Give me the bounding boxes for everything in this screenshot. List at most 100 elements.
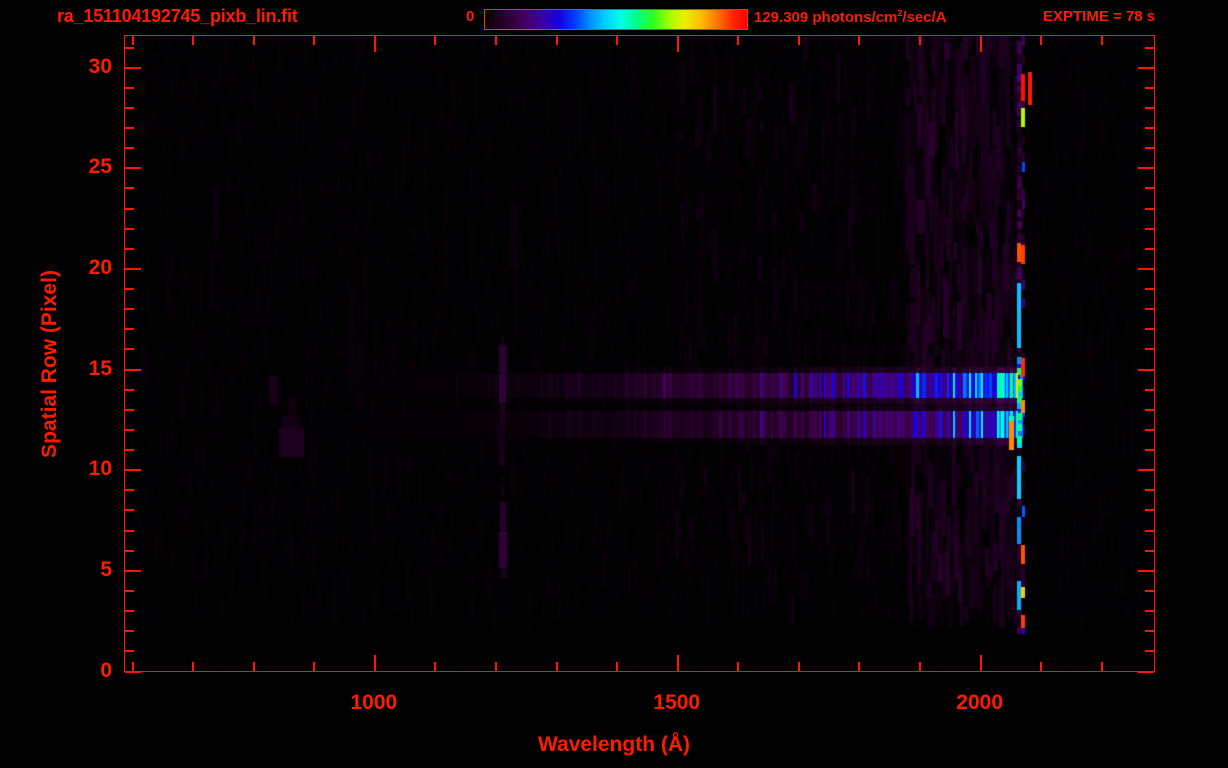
y-minor-tick — [125, 107, 134, 109]
x-minor-tick — [1101, 662, 1103, 671]
y-tick-label: 5 — [100, 557, 112, 581]
x-minor-tick — [1040, 662, 1042, 671]
figure-title: ra_151104192745_pixb_lin.fit — [57, 6, 298, 26]
y-minor-tick — [125, 550, 134, 552]
x-minor-tick — [616, 36, 618, 45]
y-minor-tick — [1145, 610, 1154, 612]
x-major-tick — [374, 655, 376, 671]
x-minor-tick — [192, 36, 194, 45]
x-minor-tick — [495, 36, 497, 45]
y-minor-tick — [125, 187, 134, 189]
y-major-tick — [1138, 671, 1154, 673]
y-minor-tick — [125, 409, 134, 411]
y-major-tick — [125, 671, 141, 673]
y-minor-tick — [125, 590, 134, 592]
colorbar-max-value: 129.309 photons/cm — [754, 9, 898, 26]
y-minor-tick — [1145, 590, 1154, 592]
y-minor-tick — [1145, 348, 1154, 350]
y-minor-tick — [125, 87, 134, 89]
y-minor-tick — [1145, 127, 1154, 129]
y-tick-label: 25 — [88, 155, 112, 179]
x-minor-tick — [858, 662, 860, 671]
y-tick-label: 20 — [88, 255, 112, 279]
x-minor-tick — [1101, 36, 1103, 45]
y-tick-label: 10 — [88, 457, 112, 481]
y-minor-tick — [125, 610, 134, 612]
y-minor-tick — [125, 530, 134, 532]
y-major-tick — [1138, 268, 1154, 270]
y-minor-tick — [125, 248, 134, 250]
y-minor-tick — [125, 228, 134, 230]
y-tick-label: 0 — [100, 658, 112, 682]
y-minor-tick — [1145, 530, 1154, 532]
x-minor-tick — [737, 662, 739, 671]
x-minor-tick — [798, 36, 800, 45]
y-tick-label: 30 — [88, 54, 112, 78]
y-minor-tick — [1145, 47, 1154, 49]
y-minor-tick — [1145, 389, 1154, 391]
x-minor-tick — [919, 36, 921, 45]
x-minor-tick — [858, 36, 860, 45]
x-minor-tick — [616, 662, 618, 671]
y-minor-tick — [1145, 147, 1154, 149]
y-minor-tick — [1145, 550, 1154, 552]
y-minor-tick — [1145, 187, 1154, 189]
y-minor-tick — [1145, 87, 1154, 89]
x-minor-tick — [1040, 36, 1042, 45]
x-tick-label: 1000 — [350, 691, 398, 714]
x-tick-label: 2000 — [956, 691, 1003, 714]
x-minor-tick — [495, 662, 497, 671]
y-major-tick — [1138, 369, 1154, 371]
y-minor-tick — [125, 328, 134, 330]
y-tick-label: 15 — [88, 356, 112, 380]
x-minor-tick — [253, 662, 255, 671]
colorbar-unit-exponent: 2 — [897, 8, 903, 18]
y-minor-tick — [125, 288, 134, 290]
x-minor-tick — [434, 662, 436, 671]
y-major-tick — [125, 570, 141, 572]
y-minor-tick — [125, 127, 134, 129]
x-minor-tick — [313, 36, 315, 45]
y-minor-tick — [125, 348, 134, 350]
y-major-tick — [1138, 167, 1154, 169]
x-tick-label: 1500 — [653, 691, 701, 714]
y-minor-tick — [125, 47, 134, 49]
y-minor-tick — [1145, 409, 1154, 411]
y-minor-tick — [1145, 107, 1154, 109]
y-minor-tick — [125, 489, 134, 491]
y-major-tick — [125, 469, 141, 471]
y-major-tick — [125, 67, 141, 69]
y-minor-tick — [1145, 308, 1154, 310]
exposure-time-label: EXPTIME = 78 s — [1043, 8, 1156, 25]
x-axis-title: Wavelength (Å) — [537, 733, 691, 756]
x-minor-tick — [556, 36, 558, 45]
y-minor-tick — [1145, 248, 1154, 250]
colorbar-min-label: 0 — [466, 8, 475, 25]
y-minor-tick — [125, 389, 134, 391]
y-minor-tick — [1145, 650, 1154, 652]
y-minor-tick — [125, 147, 134, 149]
colorbar — [484, 9, 748, 30]
y-major-tick — [125, 167, 141, 169]
x-minor-tick — [253, 36, 255, 45]
y-minor-tick — [1145, 228, 1154, 230]
x-minor-tick — [919, 662, 921, 671]
x-major-tick — [677, 36, 679, 52]
y-minor-tick — [1145, 489, 1154, 491]
y-major-tick — [1138, 67, 1154, 69]
x-minor-tick — [434, 36, 436, 45]
y-minor-tick — [1145, 509, 1154, 511]
x-minor-tick — [313, 662, 315, 671]
x-minor-tick — [556, 662, 558, 671]
y-major-tick — [1138, 570, 1154, 572]
y-minor-tick — [125, 509, 134, 511]
y-minor-tick — [1145, 288, 1154, 290]
y-minor-tick — [1145, 449, 1154, 451]
x-minor-tick — [132, 36, 134, 45]
y-minor-tick — [125, 208, 134, 210]
colorbar-unit-tail: /sec/A — [902, 9, 947, 26]
y-minor-tick — [1145, 630, 1154, 632]
spectral-image-canvas — [125, 36, 1153, 670]
x-major-tick — [980, 655, 982, 671]
